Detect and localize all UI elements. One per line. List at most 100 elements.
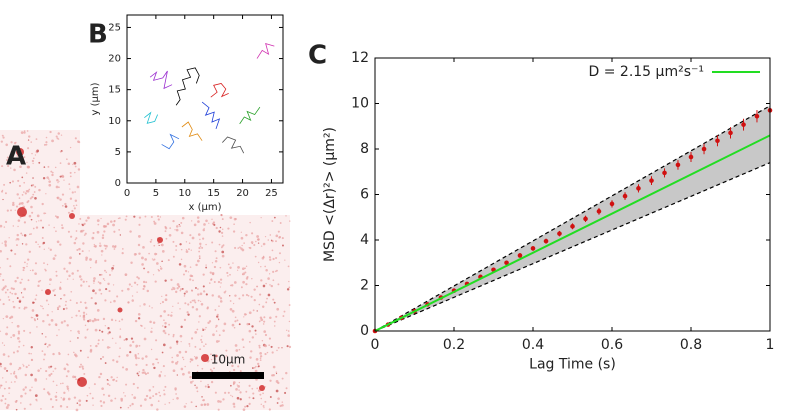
speckle (30, 316, 33, 319)
speckle (78, 275, 82, 278)
speckle (151, 258, 154, 260)
speckle (243, 316, 245, 318)
speckle (86, 329, 89, 331)
speckle (119, 406, 122, 409)
speckle (50, 372, 53, 375)
speckle (9, 362, 13, 366)
speckle (96, 219, 100, 223)
speckle (131, 340, 135, 344)
speckle (3, 183, 6, 186)
speckle (94, 246, 97, 248)
speckle (258, 320, 261, 323)
speckle (71, 272, 74, 275)
speckle (176, 397, 179, 400)
y-tick-label: 6 (360, 187, 369, 203)
speckle (31, 195, 34, 199)
speckle (149, 396, 152, 400)
speckle (28, 135, 31, 138)
speckle (225, 349, 228, 352)
speckle (105, 287, 108, 291)
speckle (198, 246, 201, 250)
speckle (94, 328, 98, 332)
speckle (199, 348, 202, 351)
speckle (257, 242, 260, 244)
speckle (16, 324, 20, 328)
speckle (199, 242, 202, 246)
speckle (162, 329, 166, 333)
speckle (275, 371, 278, 373)
speckle (8, 299, 11, 301)
speckle (141, 256, 144, 260)
speckle (216, 313, 219, 316)
speckle (22, 363, 24, 365)
speckle (84, 301, 87, 304)
speckle (218, 230, 221, 233)
speckle (142, 246, 145, 249)
speckle (199, 292, 203, 296)
scale-bar (192, 372, 264, 379)
speckle (159, 265, 162, 268)
speckle (279, 404, 282, 408)
speckle (20, 131, 24, 135)
y-tick-label: 2 (360, 278, 369, 294)
speckle (238, 389, 240, 391)
speckle (81, 250, 84, 253)
speckle (138, 252, 141, 255)
speckle (149, 240, 152, 243)
speckle (89, 392, 92, 395)
speckle (18, 306, 21, 309)
speckle (284, 391, 287, 394)
speckle (87, 356, 89, 359)
speckle (41, 305, 43, 308)
speckle (106, 379, 109, 381)
speckle (84, 336, 87, 339)
speckle (29, 197, 32, 200)
speckle (215, 226, 218, 230)
speckle (276, 402, 279, 404)
speckle (179, 225, 181, 228)
y-axis-label: MSD <(Δr)²> (μm²) (322, 127, 338, 262)
speckle (207, 383, 210, 386)
speckle (152, 395, 155, 397)
speckle (90, 297, 93, 300)
speckle (277, 346, 280, 349)
speckle (50, 318, 54, 322)
speckle (76, 185, 80, 189)
speckle (143, 337, 147, 341)
speckle (46, 345, 49, 348)
speckle (235, 388, 238, 391)
speckle (196, 390, 199, 393)
speckle (55, 398, 58, 402)
speckle (200, 302, 204, 306)
speckle (187, 371, 191, 374)
speckle (233, 217, 237, 221)
speckle (34, 196, 37, 200)
speckle (123, 392, 125, 394)
speckle (20, 232, 23, 235)
speckle (67, 364, 69, 366)
speckle (241, 338, 244, 341)
speckle (23, 181, 26, 184)
speckle (152, 321, 156, 324)
speckle (238, 381, 241, 384)
speckle (34, 154, 37, 156)
speckle (215, 340, 219, 343)
speckle (1, 165, 4, 168)
speckle (242, 294, 245, 297)
speckle (275, 389, 279, 393)
speckle (32, 184, 35, 187)
speckle (231, 364, 234, 368)
speckle (262, 255, 265, 258)
speckle (155, 253, 158, 255)
speckle (97, 281, 100, 283)
speckle (34, 262, 38, 265)
speckle (149, 320, 152, 324)
speckle (89, 258, 92, 261)
speckle (75, 204, 78, 207)
speckle (29, 403, 32, 406)
speckle (17, 219, 21, 222)
speckle (223, 356, 226, 359)
speckle (65, 375, 68, 378)
speckle (45, 369, 48, 373)
speckle (269, 379, 272, 382)
